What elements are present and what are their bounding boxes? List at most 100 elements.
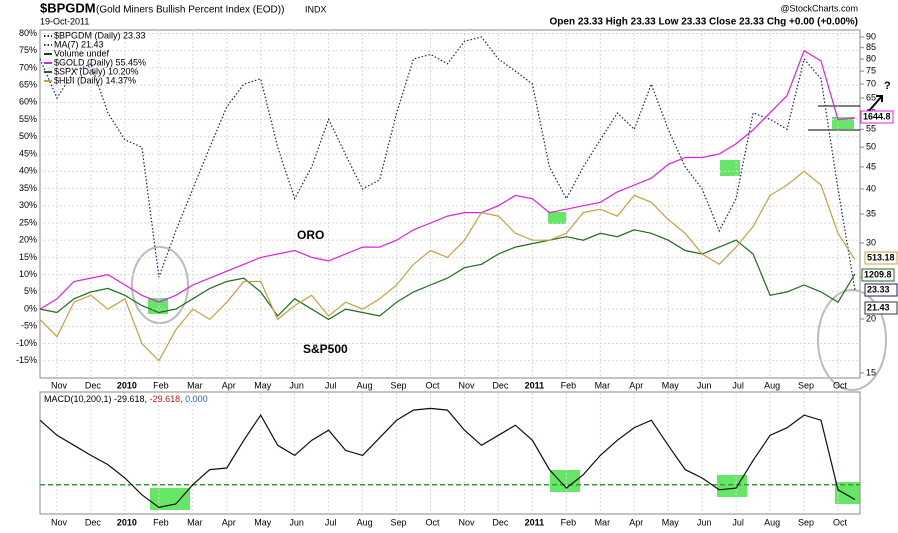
highlights bbox=[148, 117, 860, 510]
y2-tick-label: 75 bbox=[866, 66, 876, 76]
y-tick-label: 55% bbox=[19, 114, 37, 124]
y2-tick-label: 90 bbox=[866, 31, 876, 41]
legend-label: $GOLD (Daily) 55.45% bbox=[54, 57, 146, 67]
end-label: 1644.8 bbox=[863, 111, 891, 121]
y-tick-label: 80% bbox=[19, 28, 37, 38]
y2-tick-label: 80 bbox=[866, 53, 876, 63]
x-tick-label: Mar bbox=[187, 380, 203, 390]
x-tick-label: Jun bbox=[697, 517, 712, 527]
end-label-box bbox=[864, 251, 898, 265]
y2-tick-label: 70 bbox=[866, 78, 876, 88]
series-line bbox=[39, 49, 856, 310]
x-tick-label: Jun bbox=[289, 517, 304, 527]
highlight bbox=[548, 212, 566, 224]
legend-label: Volume undef bbox=[54, 48, 110, 58]
x-tick-label: Dec bbox=[492, 517, 509, 527]
exchange: INDX bbox=[305, 4, 327, 14]
date: 19-Oct-2011 bbox=[40, 16, 89, 26]
y-tick-label: 45% bbox=[19, 148, 37, 158]
y-tick-label: -5% bbox=[21, 321, 37, 331]
x-tick-label: Dec bbox=[85, 380, 102, 390]
x-tick-label: Apr bbox=[629, 380, 643, 390]
legend-label: $SPX (Daily) 10.20% bbox=[54, 66, 139, 76]
macd-legend: MACD(10,200,1) -29.618, -29.618, 0.000 bbox=[44, 394, 208, 404]
x-tick-label: Sep bbox=[798, 517, 814, 527]
x-tick-label: Apr bbox=[222, 517, 236, 527]
x-tick-label: Jul bbox=[732, 380, 744, 390]
end-label-box bbox=[860, 110, 894, 124]
x-tick-label: Jul bbox=[325, 517, 337, 527]
highlight bbox=[720, 160, 740, 176]
series-line bbox=[39, 407, 856, 509]
x-tick-label: 2010 bbox=[117, 380, 137, 390]
x-tick-label: Sep bbox=[391, 380, 407, 390]
y-tick-label: -10% bbox=[16, 338, 37, 348]
legend-label: -29.618, bbox=[147, 394, 183, 404]
y-tick-label: 75% bbox=[19, 45, 37, 55]
y-tick-label: 25% bbox=[19, 217, 37, 227]
y-tick-label: 35% bbox=[19, 183, 37, 193]
y2-tick-label: 30 bbox=[866, 237, 876, 247]
main-frame bbox=[39, 29, 861, 379]
y-tick-label: 65% bbox=[19, 80, 37, 90]
x-tick-label: Jul bbox=[325, 380, 337, 390]
y-tick-label: 20% bbox=[19, 235, 37, 245]
x-tick-label: Feb bbox=[561, 517, 577, 527]
end-label: 1209.8 bbox=[864, 269, 892, 279]
x-tick-label: Feb bbox=[153, 380, 169, 390]
highlight bbox=[717, 475, 747, 497]
x-tick-label: Jul bbox=[732, 517, 744, 527]
end-label: 513.18 bbox=[867, 252, 895, 262]
legend-label: $HUI (Daily) 14.37% bbox=[54, 75, 136, 85]
y2-tick-label: 65 bbox=[866, 92, 876, 102]
x-tick-label: May bbox=[254, 517, 272, 527]
highlight bbox=[550, 470, 580, 492]
x-tick-label: Mar bbox=[187, 517, 203, 527]
end-label: 21.43 bbox=[867, 302, 890, 312]
legend-label: MA(7) 21.43 bbox=[54, 39, 104, 49]
x-tick-label: Apr bbox=[629, 517, 643, 527]
legend-label: MACD(10,200,1) -29.618, bbox=[44, 394, 147, 404]
legend-label: $BPGDM (Daily) 23.33 bbox=[54, 30, 146, 40]
x-tick-label: 2011 bbox=[525, 380, 545, 390]
x-tick-label: Nov bbox=[51, 517, 68, 527]
series-line bbox=[39, 170, 856, 362]
x-tick-label: Mar bbox=[595, 517, 611, 527]
annotation: S&P500 bbox=[303, 342, 348, 356]
x-tick-label: Sep bbox=[798, 380, 814, 390]
x-tick-label: Nov bbox=[51, 380, 68, 390]
end-label-box bbox=[861, 268, 895, 282]
y2-tick-label: 35 bbox=[866, 208, 876, 218]
y2-tick-label: 40 bbox=[866, 183, 876, 193]
x-tick-label: Nov bbox=[458, 380, 475, 390]
highlight bbox=[150, 488, 190, 510]
x-tick-label: Jun bbox=[289, 380, 304, 390]
y-tick-label: 5% bbox=[24, 286, 37, 296]
macd-frame bbox=[39, 391, 861, 515]
x-tick-label: Dec bbox=[85, 517, 102, 527]
series-line bbox=[39, 229, 856, 321]
x-tick-label: Sep bbox=[391, 517, 407, 527]
x-tick-label: Oct bbox=[426, 380, 441, 390]
x-tick-label: 2011 bbox=[525, 517, 545, 527]
y-tick-label: 15% bbox=[19, 252, 37, 262]
circle bbox=[131, 246, 189, 324]
circle bbox=[817, 289, 887, 391]
x-tick-label: Oct bbox=[426, 517, 441, 527]
series-line bbox=[39, 36, 856, 291]
y-tick-label: 0% bbox=[24, 303, 37, 313]
x-tick-label: May bbox=[662, 517, 680, 527]
x-tick-label: Jun bbox=[697, 380, 712, 390]
end-label-box bbox=[864, 283, 898, 297]
x-tick-label: Oct bbox=[833, 517, 848, 527]
y-tick-label: 70% bbox=[19, 62, 37, 72]
x-tick-label: Nov bbox=[458, 517, 475, 527]
annotation: ? bbox=[884, 80, 891, 92]
x-tick-label: Apr bbox=[222, 380, 236, 390]
quote: Open 23.33 High 23.33 Low 23.33 Close 23… bbox=[550, 17, 858, 28]
y-tick-label: 30% bbox=[19, 200, 37, 210]
x-tick-label: Aug bbox=[357, 517, 373, 527]
annotation: ORO bbox=[297, 228, 324, 242]
end-label-box bbox=[864, 301, 898, 315]
